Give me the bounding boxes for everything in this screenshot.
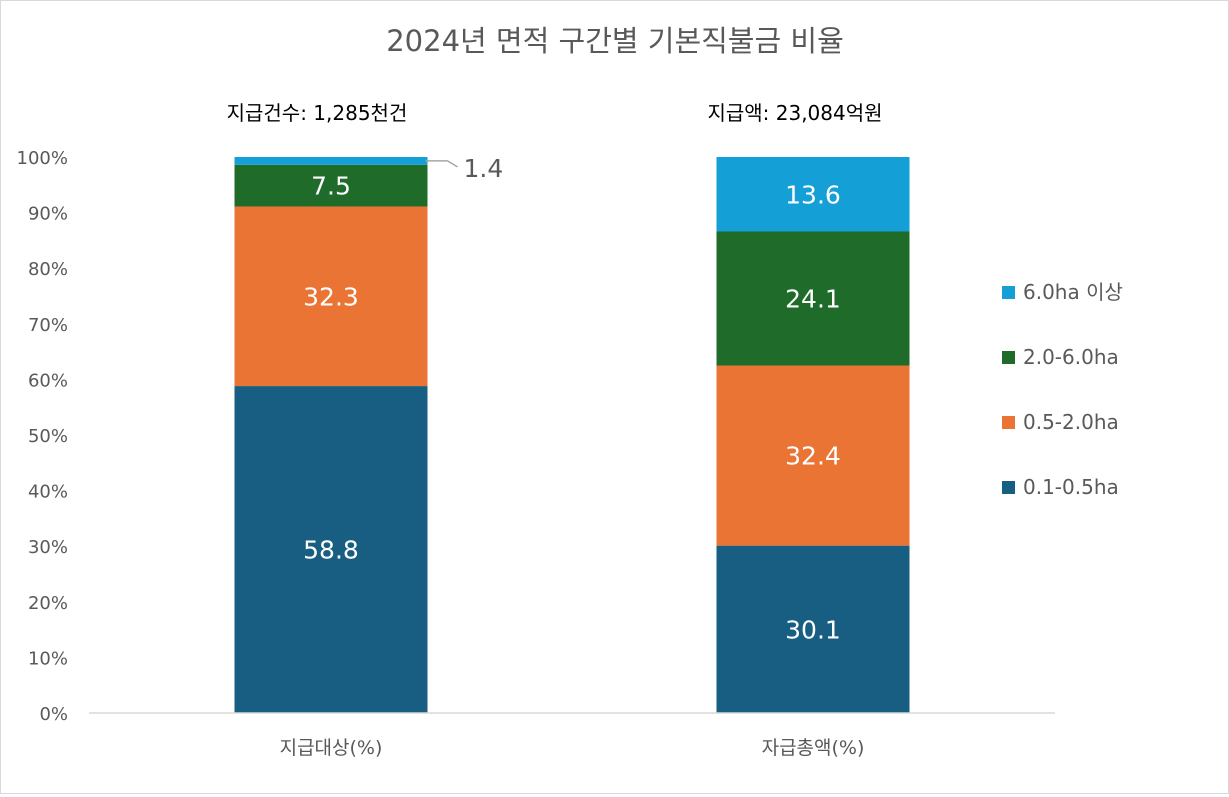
y-tick-label: 0% — [39, 704, 68, 725]
bar-segment — [716, 365, 910, 546]
bar-segment — [716, 231, 910, 366]
bar-segment — [234, 157, 428, 165]
y-tick-label: 30% — [28, 537, 68, 558]
y-tick-label: 10% — [28, 648, 68, 669]
y-tick-label: 20% — [28, 593, 68, 614]
legend-swatch — [1002, 481, 1015, 494]
bar-segment — [234, 206, 428, 387]
data-label-leader — [425, 160, 458, 168]
data-label: 32.4 — [785, 442, 841, 471]
data-label: 13.6 — [785, 180, 841, 209]
bar-header-1: 지급액: 23,084억원 — [707, 101, 882, 125]
data-label: 1.4 — [464, 154, 504, 183]
bar-segment — [234, 164, 428, 207]
bar-segment — [716, 157, 910, 232]
stacked-bars — [234, 157, 910, 713]
data-label: 32.3 — [303, 282, 359, 311]
bar-header-0: 지급건수: 1,285천건 — [227, 101, 408, 125]
y-tick-label: 60% — [28, 370, 68, 391]
y-tick-label: 50% — [28, 426, 68, 447]
data-labels: 58.8 32.3 7.5 1.4 30.1 32.4 24.1 13.6 — [303, 154, 841, 644]
data-label: 58.8 — [303, 536, 359, 565]
x-axis: 지급대상(%) 자급총액(%) — [280, 737, 865, 759]
data-label: 30.1 — [785, 615, 841, 644]
data-label: 7.5 — [311, 172, 351, 201]
y-axis: 0% 10% 20% 30% 40% 50% 60% 70% 80% 90% 100% — [17, 148, 68, 725]
legend-label: 6.0ha 이상 — [1023, 280, 1123, 304]
data-label: 24.1 — [785, 285, 841, 314]
legend-swatch — [1002, 351, 1015, 364]
x-tick-label: 지급대상(%) — [280, 737, 383, 759]
y-tick-label: 40% — [28, 482, 68, 503]
legend-swatch — [1002, 286, 1015, 299]
legend-swatch — [1002, 416, 1015, 429]
bar-segment — [716, 545, 910, 713]
legend-label: 0.5-2.0ha — [1023, 410, 1119, 434]
bar-segment — [234, 386, 428, 713]
y-tick-label: 80% — [28, 259, 68, 280]
y-tick-label: 100% — [17, 148, 68, 169]
legend: 6.0ha 이상 2.0-6.0ha 0.5-2.0ha 0.1-0.5ha — [1002, 280, 1123, 499]
chart-title: 2024년 면적 구간별 기본직불금 비율 — [386, 24, 844, 58]
y-tick-label: 90% — [28, 204, 68, 225]
legend-label: 2.0-6.0ha — [1023, 345, 1119, 369]
x-tick-label: 자급총액(%) — [762, 737, 865, 759]
legend-label: 0.1-0.5ha — [1023, 475, 1119, 499]
y-tick-label: 70% — [28, 315, 68, 336]
